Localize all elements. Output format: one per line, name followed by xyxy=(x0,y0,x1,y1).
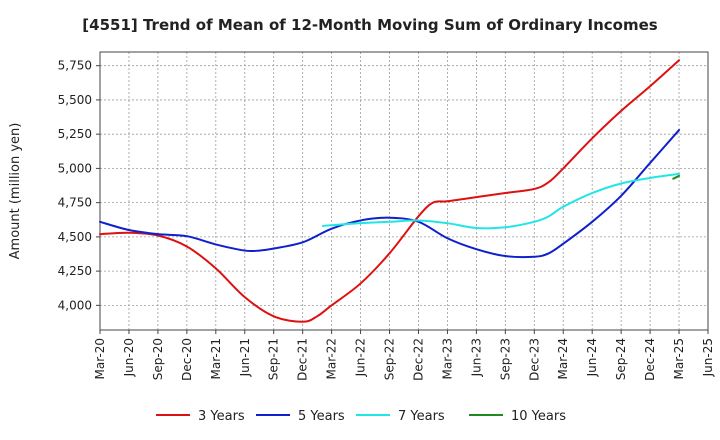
x-tick-label: Mar-21 xyxy=(209,338,223,379)
legend-label-7-years: 7 Years xyxy=(398,409,445,424)
x-tick-label: Sep-23 xyxy=(498,338,512,380)
x-tick-label: Mar-22 xyxy=(325,338,339,379)
x-tick-label: Jun-21 xyxy=(238,338,252,377)
series-line-3-years xyxy=(99,59,681,323)
grid-lines xyxy=(99,52,709,330)
x-tick-label: Jun-24 xyxy=(585,338,599,377)
plot-area-frame xyxy=(99,51,709,331)
y-axis: 4,000 4,250 4,500 4,750 5,000 5,250 5,500 5,750 xyxy=(58,59,100,312)
x-tick-label: Mar-24 xyxy=(556,338,570,379)
legend: 3 Years 5 Years 7 Years 10 Years xyxy=(156,409,566,424)
x-tick-label: Dec-23 xyxy=(527,338,541,381)
x-tick-label: Sep-21 xyxy=(267,338,281,380)
legend-label-3-years: 3 Years xyxy=(198,409,245,424)
series-lines xyxy=(99,59,681,323)
x-tick-label: Sep-22 xyxy=(383,338,397,380)
y-tick-label: 5,250 xyxy=(58,127,92,141)
chart-title: [4551] Trend of Mean of 12-Month Moving … xyxy=(82,16,657,34)
x-tick-label: Dec-24 xyxy=(643,338,657,381)
legend-label-5-years: 5 Years xyxy=(298,409,345,424)
y-tick-label: 5,500 xyxy=(58,93,92,107)
y-tick-label: 4,000 xyxy=(58,298,92,312)
y-tick-label: 4,250 xyxy=(58,264,92,278)
x-tick-label: Jun-25 xyxy=(701,338,715,377)
y-tick-label: 5,000 xyxy=(58,161,92,175)
legend-label-10-years: 10 Years xyxy=(511,409,566,424)
series-line-5-years xyxy=(99,129,681,259)
y-tick-label: 4,750 xyxy=(58,196,92,210)
x-tick-label: Dec-22 xyxy=(411,338,425,381)
y-tick-label: 5,750 xyxy=(58,59,92,73)
x-tick-label: Jun-22 xyxy=(354,338,368,377)
x-tick-label: Sep-24 xyxy=(614,338,628,380)
x-tick-label: Mar-20 xyxy=(93,338,107,379)
x-tick-label: Mar-25 xyxy=(672,338,686,379)
x-tick-label: Jun-23 xyxy=(469,338,483,377)
series-line-7-years xyxy=(321,172,681,230)
x-tick-label: Mar-23 xyxy=(440,338,454,379)
x-tick-label: Sep-20 xyxy=(151,338,165,380)
x-axis: Mar-20 Jun-20 Sep-20 Dec-20 Mar-21 Jun-21 Sep-… xyxy=(93,330,715,381)
x-tick-label: Dec-20 xyxy=(180,338,194,381)
x-tick-label: Jun-20 xyxy=(122,338,136,377)
y-axis-label: Amount (million yen) xyxy=(8,123,23,260)
x-tick-label: Dec-21 xyxy=(296,338,310,381)
series-line-10-years xyxy=(672,174,681,180)
y-tick-label: 4,500 xyxy=(58,230,92,244)
